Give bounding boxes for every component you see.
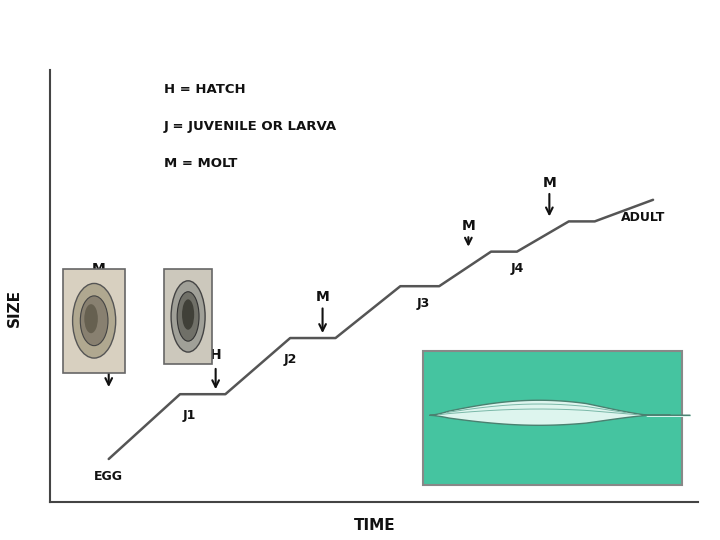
Polygon shape: [429, 400, 670, 426]
Ellipse shape: [182, 299, 194, 330]
FancyBboxPatch shape: [63, 269, 125, 373]
Text: Typical lifecycle of a plant-parasitic nematode: Typical lifecycle of a plant-parasitic n…: [11, 16, 625, 40]
Ellipse shape: [81, 296, 108, 346]
Text: ADULT: ADULT: [621, 211, 665, 224]
Ellipse shape: [73, 284, 116, 358]
Text: J1: J1: [183, 409, 197, 422]
FancyBboxPatch shape: [423, 351, 682, 485]
Text: M: M: [462, 219, 475, 233]
Text: J3: J3: [416, 297, 430, 310]
FancyBboxPatch shape: [164, 269, 212, 364]
Text: J2: J2: [284, 353, 297, 366]
Text: EGG: EGG: [94, 470, 123, 483]
Text: J4: J4: [510, 262, 523, 275]
Ellipse shape: [177, 292, 199, 341]
Ellipse shape: [84, 304, 98, 333]
Text: J = JUVENILE OR LARVA: J = JUVENILE OR LARVA: [164, 120, 337, 133]
Text: SIZE: SIZE: [7, 289, 22, 327]
Text: M: M: [542, 176, 557, 190]
Ellipse shape: [171, 281, 205, 352]
Text: M: M: [92, 262, 106, 276]
Text: H = HATCH: H = HATCH: [164, 83, 246, 96]
Text: TIME: TIME: [354, 518, 395, 534]
Text: M: M: [315, 290, 330, 304]
Text: M = MOLT: M = MOLT: [164, 157, 237, 170]
Text: H: H: [210, 348, 222, 362]
